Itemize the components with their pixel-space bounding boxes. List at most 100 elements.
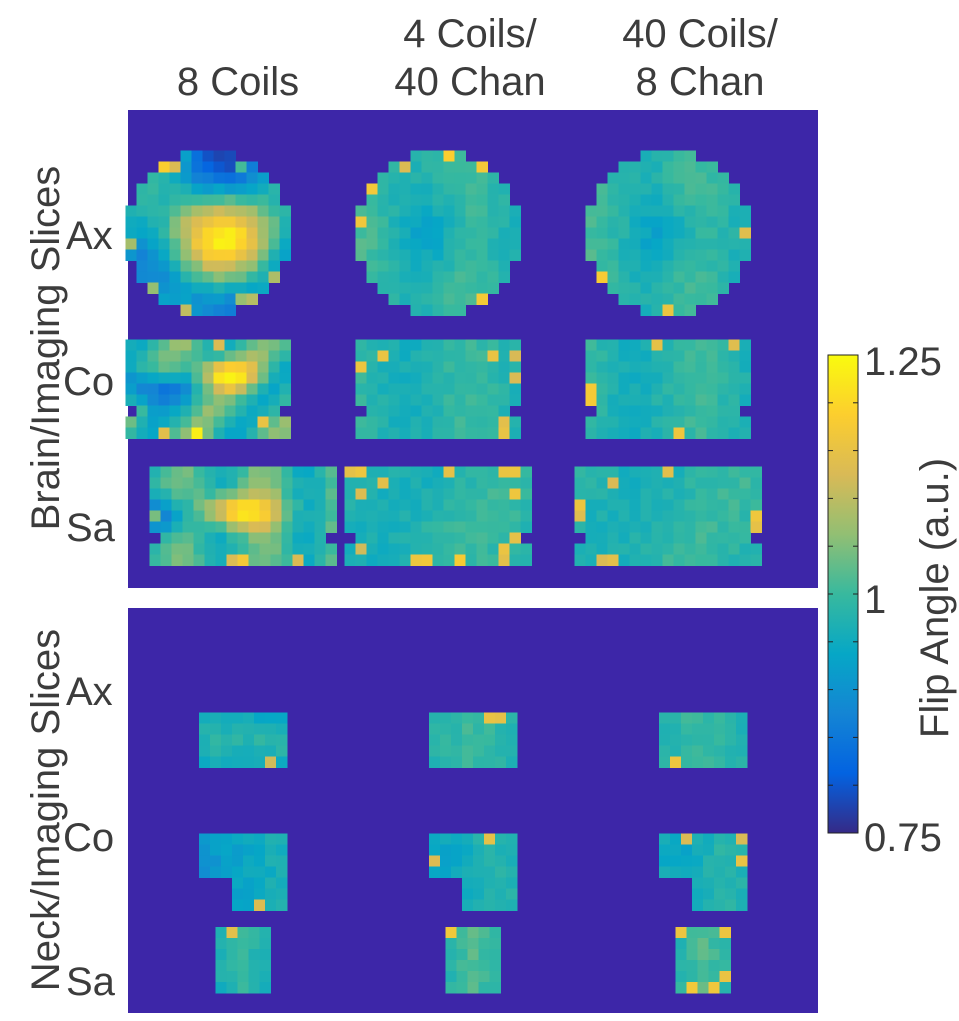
heatmap-cell [421, 183, 433, 195]
heatmap-cell [484, 756, 496, 768]
heatmap-cell [366, 350, 378, 362]
heatmap-cell [574, 554, 586, 566]
heatmap-cell [399, 282, 411, 294]
heatmap-cell [686, 938, 698, 950]
heatmap-cell [202, 416, 214, 428]
heatmap-cell [498, 466, 510, 478]
heatmap-cell [717, 372, 729, 384]
heatmap-cell [432, 383, 444, 395]
heatmap-cell [204, 543, 216, 555]
heatmap-cell [739, 521, 751, 533]
heatmap-cell [270, 466, 282, 478]
heatmap-cell [454, 216, 466, 228]
heatmap-cell [651, 271, 663, 283]
heatmap-cell [476, 383, 488, 395]
heatmap-cell [224, 194, 236, 206]
heatmap-cell [673, 282, 685, 294]
heatmap-cell [495, 712, 507, 724]
heatmap-cell [366, 554, 378, 566]
heatmap-cell [432, 172, 444, 184]
heatmap-cell [736, 723, 748, 735]
heatmap-cell [476, 405, 488, 417]
heatmap-cell [640, 304, 652, 316]
heatmap-cell [736, 899, 748, 911]
heatmap-cell [421, 405, 433, 417]
heatmap-cell [473, 734, 485, 746]
heatmap-cell [191, 293, 203, 305]
heatmap-cell [243, 855, 255, 867]
heatmap-cell [281, 521, 293, 533]
heatmap-cell [182, 466, 194, 478]
heatmap-cell [728, 271, 740, 283]
heatmap-cell [171, 477, 183, 489]
heatmap-cell [314, 543, 326, 555]
heatmap-cell [432, 405, 444, 417]
heatmap-cell [235, 260, 247, 272]
heatmap-cell [692, 888, 704, 900]
heatmap-cell [465, 238, 477, 250]
heatmap-cell [169, 293, 181, 305]
heatmap-cell [489, 960, 501, 972]
heatmap-cell [495, 888, 507, 900]
heatmap-cell [596, 510, 608, 522]
heatmap-cell [673, 150, 685, 162]
heatmap-cell [484, 855, 496, 867]
heatmap-cell [651, 394, 663, 406]
heatmap-cell [213, 249, 225, 261]
heatmap-cell [640, 339, 652, 351]
heatmap-cell [739, 238, 751, 250]
heatmap-cell [498, 394, 510, 406]
heatmap-cell [147, 427, 159, 439]
heatmap-cell [215, 554, 227, 566]
heatmap-cell [640, 271, 652, 283]
heatmap-cell [136, 205, 148, 217]
heatmap-cell [684, 488, 696, 500]
heatmap-cell [574, 499, 586, 511]
heatmap-cell [498, 249, 510, 261]
heatmap-cell [489, 927, 501, 939]
heatmap-cell [736, 844, 748, 856]
heatmap-cell [182, 543, 194, 555]
heatmap-cell [388, 554, 400, 566]
heatmap-cell [232, 866, 244, 878]
heatmap-cell [596, 260, 608, 272]
heatmap-cell [498, 339, 510, 351]
heatmap-cell [686, 927, 698, 939]
heatmap-cell [202, 271, 214, 283]
heatmap-cell [202, 361, 214, 373]
heatmap-cell [377, 271, 389, 283]
heatmap-cell [750, 488, 762, 500]
heatmap-cell [728, 383, 740, 395]
heatmap-cell [268, 271, 280, 283]
heatmap-cell [717, 361, 729, 373]
heatmap-cell [498, 227, 510, 239]
heatmap-cell [717, 532, 729, 544]
heatmap-cell [259, 554, 271, 566]
heatmap-cell [506, 745, 518, 757]
heatmap-cell [703, 756, 715, 768]
heatmap-cell [607, 405, 619, 417]
heatmap-cell [355, 416, 367, 428]
heatmap-cell [210, 723, 222, 735]
heatmap-cell [476, 216, 488, 228]
heatmap-cell [410, 488, 422, 500]
heatmap-cell [443, 227, 455, 239]
heatmap-cell [684, 554, 696, 566]
heatmap-cell [695, 543, 707, 555]
heatmap-cell [224, 271, 236, 283]
heatmap-cell [204, 521, 216, 533]
heatmap-cell [717, 172, 729, 184]
heatmap-cell [432, 372, 444, 384]
heatmap-cell [204, 466, 216, 478]
heatmap-cell [191, 350, 203, 362]
heatmap-cell [717, 282, 729, 294]
heatmap-cell [210, 756, 222, 768]
heatmap-cell [180, 205, 192, 217]
heatmap-cell [125, 372, 137, 384]
heatmap-cell [257, 372, 269, 384]
heatmap-cell [432, 427, 444, 439]
heatmap-cell [281, 477, 293, 489]
heatmap-cell [443, 216, 455, 228]
heatmap-cell [257, 427, 269, 439]
heatmap-cell [662, 227, 674, 239]
